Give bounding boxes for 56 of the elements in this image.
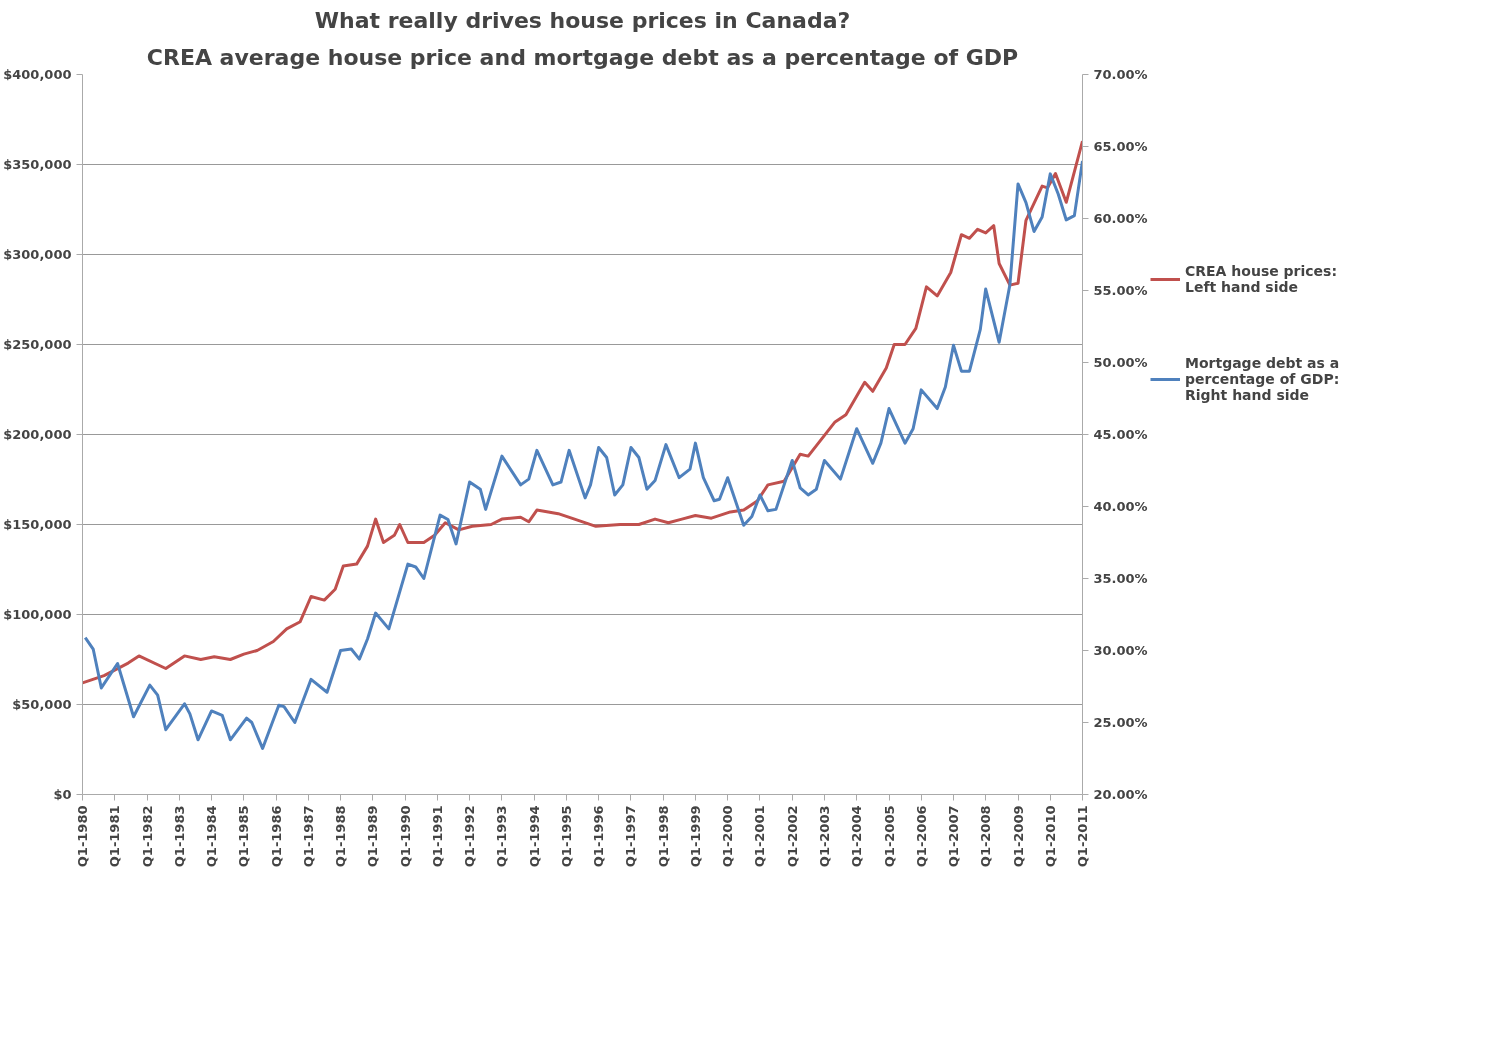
x-tick-label: Q1-1996 bbox=[591, 805, 607, 868]
x-tick-label: Q1-1990 bbox=[397, 805, 413, 868]
y2-tick-label: 30.00% bbox=[1093, 643, 1148, 658]
y-tick-label: $250,000 bbox=[3, 337, 72, 352]
x-tick-label: Q1-1994 bbox=[526, 805, 542, 868]
y2-tick-label: 20.00% bbox=[1093, 787, 1148, 802]
x-tick-label: Q1-1997 bbox=[623, 805, 639, 868]
x-tick-label: Q1-2001 bbox=[752, 805, 768, 868]
y-tick-label: $150,000 bbox=[3, 517, 72, 532]
y-tick-label: $400,000 bbox=[3, 67, 72, 82]
x-tick-label: Q1-2009 bbox=[1010, 805, 1026, 868]
y-tick-label: $350,000 bbox=[3, 157, 72, 172]
y2-tick-label: 60.00% bbox=[1093, 211, 1148, 226]
y2-tick-label: 65.00% bbox=[1093, 139, 1148, 154]
y2-tick-label: 25.00% bbox=[1093, 715, 1148, 730]
x-tick-label: Q1-1989 bbox=[365, 805, 381, 868]
x-tick-label: Q1-1988 bbox=[333, 805, 349, 868]
x-tick-label: Q1-1999 bbox=[687, 805, 703, 868]
chart-title: What really drives house prices in Canada? bbox=[314, 7, 851, 33]
x-tick-label: Q1-2000 bbox=[720, 805, 736, 868]
x-tick-label: Q1-1982 bbox=[139, 805, 155, 868]
x-tick-label: Q1-2002 bbox=[784, 805, 800, 868]
y2-tick-label: 70.00% bbox=[1093, 67, 1148, 82]
y2-tick-label: 50.00% bbox=[1093, 355, 1148, 370]
y-tick-label: $0 bbox=[53, 787, 72, 802]
y-tick-label: $300,000 bbox=[3, 247, 72, 262]
x-tick-label: Q1-1992 bbox=[462, 805, 478, 868]
y2-tick-label: 40.00% bbox=[1093, 499, 1148, 514]
x-tick-label: Q1-1986 bbox=[268, 805, 284, 868]
chart-subtitle: CREA average house price and mortgage debt as a percentage of GDP bbox=[146, 44, 1019, 70]
y2-tick-label: 35.00% bbox=[1093, 571, 1148, 586]
x-tick-label: Q1-1995 bbox=[558, 805, 574, 868]
x-tick-label: Q1-1987 bbox=[300, 805, 316, 868]
y-tick-label: $200,000 bbox=[3, 427, 72, 442]
y-tick-label: $50,000 bbox=[12, 697, 72, 712]
x-tick-label: Q1-1980 bbox=[75, 805, 90, 868]
x-tick-label: Q1-2011 bbox=[1075, 805, 1090, 868]
x-tick-label: Q1-2005 bbox=[881, 805, 897, 868]
x-tick-label: Q1-1981 bbox=[107, 805, 123, 868]
x-tick-label: Q1-2004 bbox=[849, 805, 865, 868]
x-tick-label: Q1-2003 bbox=[816, 805, 832, 868]
x-tick-label: Q1-1983 bbox=[171, 805, 187, 868]
legend-label: CREA house prices: Left hand side bbox=[1185, 262, 1338, 295]
x-tick-label: Q1-1984 bbox=[204, 805, 220, 868]
x-tick-label: Q1-1998 bbox=[655, 805, 671, 868]
x-tick-label: Q1-1993 bbox=[494, 805, 510, 868]
y2-tick-label: 45.00% bbox=[1093, 427, 1148, 442]
y-tick-label: $100,000 bbox=[3, 607, 72, 622]
x-tick-label: Q1-2006 bbox=[913, 805, 929, 868]
x-tick-label: Q1-1985 bbox=[236, 805, 252, 868]
x-tick-label: Q1-2008 bbox=[978, 805, 994, 868]
x-tick-label: Q1-2010 bbox=[1042, 805, 1058, 868]
legend-label: Mortgage debt as a percentage of GDP: Right hand side bbox=[1185, 354, 1340, 403]
x-tick-label: Q1-2007 bbox=[945, 805, 961, 868]
y2-tick-label: 55.00% bbox=[1093, 283, 1148, 298]
x-tick-label: Q1-1991 bbox=[429, 805, 445, 868]
